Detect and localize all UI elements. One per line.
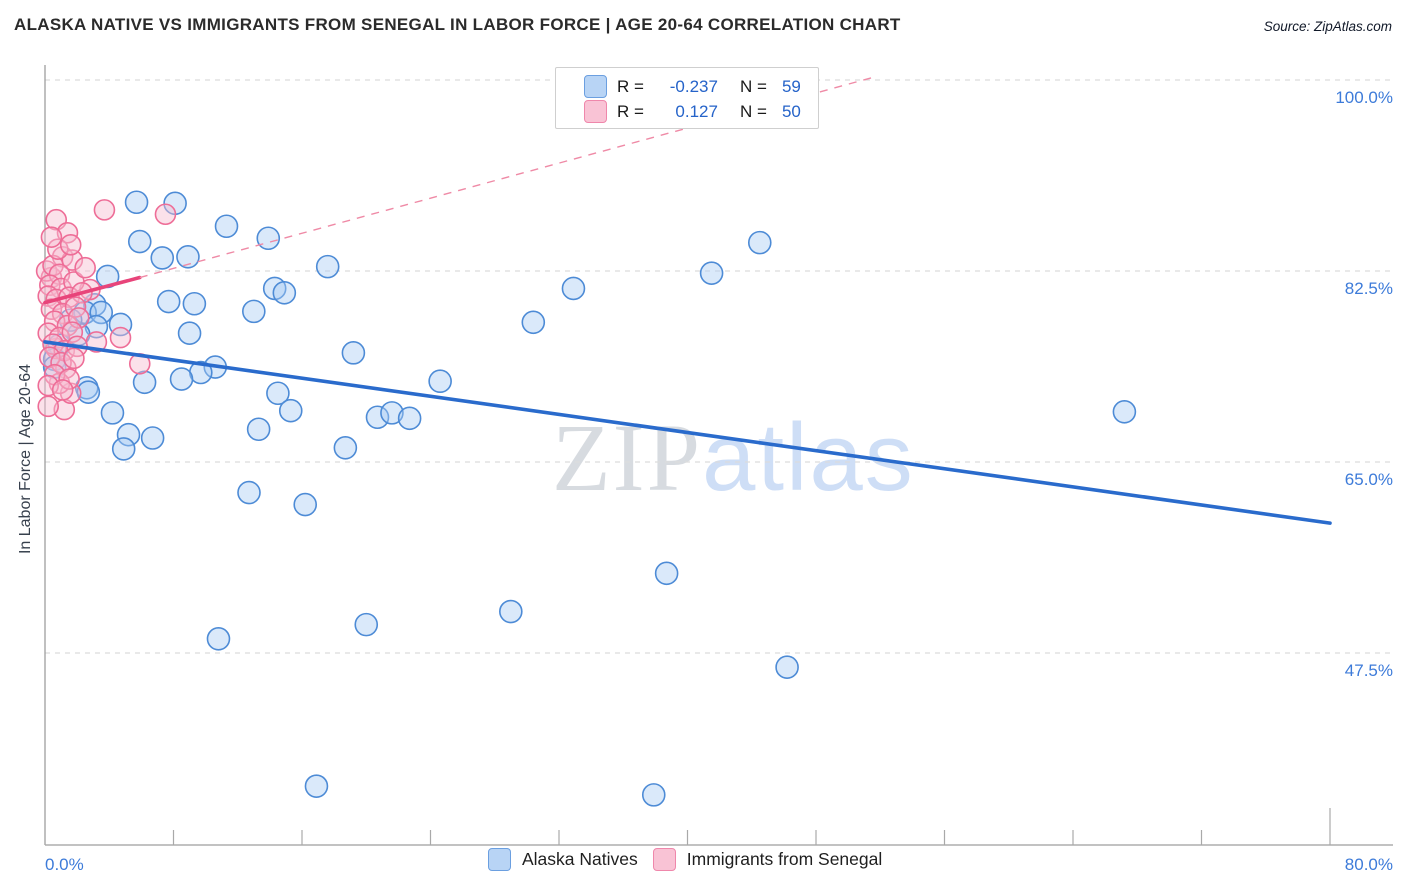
data-point-alaska xyxy=(242,299,266,324)
data-point-alaska xyxy=(127,229,152,254)
data-point-alaska xyxy=(111,437,136,461)
n-label: N = xyxy=(739,101,767,121)
page-title: ALASKA NATIVE VS IMMIGRANTS FROM SENEGAL… xyxy=(14,15,901,34)
legend-item-alaska-natives: Alaska Natives xyxy=(488,848,638,871)
data-point-senegal xyxy=(43,310,66,333)
x-tick-label-0: 0.0% xyxy=(45,855,84,874)
data-point-alaska xyxy=(132,370,157,395)
data-point-senegal xyxy=(63,347,85,370)
data-point-alaska xyxy=(521,310,546,335)
data-point-alaska xyxy=(272,281,297,305)
data-point-alaska xyxy=(428,369,452,394)
r-label: R = xyxy=(617,76,644,96)
data-point-alaska xyxy=(246,417,271,442)
data-point-senegal xyxy=(47,238,69,260)
r-value-senegal: 0.127 xyxy=(675,101,718,121)
data-point-senegal xyxy=(37,395,60,418)
data-point-alaska xyxy=(654,561,679,586)
senegal-swatch-icon xyxy=(652,848,676,871)
data-point-alaska xyxy=(214,214,239,239)
data-point-senegal xyxy=(40,226,63,248)
data-point-alaska xyxy=(775,655,799,679)
data-point-senegal xyxy=(59,234,82,256)
data-point-alaska xyxy=(124,190,149,215)
data-point-alaska xyxy=(140,426,165,450)
data-point-alaska xyxy=(699,261,724,285)
series-legend: Alaska Natives Immigrants from Senegal xyxy=(488,848,882,871)
data-point-alaska xyxy=(315,254,340,279)
data-point-alaska xyxy=(304,774,329,798)
data-point-senegal xyxy=(93,199,116,221)
legend-label: Immigrants from Senegal xyxy=(686,849,883,869)
data-point-alaska xyxy=(256,226,281,251)
data-point-alaska xyxy=(76,380,101,404)
data-point-alaska xyxy=(182,291,207,316)
data-point-alaska xyxy=(116,422,141,447)
data-point-alaska xyxy=(84,314,109,339)
r-label: R = xyxy=(617,101,644,121)
data-point-alaska xyxy=(641,783,666,807)
data-point-alaska xyxy=(561,276,586,301)
data-point-alaska xyxy=(380,401,404,425)
data-point-senegal xyxy=(51,379,74,401)
data-point-senegal xyxy=(51,302,74,325)
data-point-senegal xyxy=(61,321,84,343)
data-point-alaska xyxy=(206,627,231,651)
data-point-senegal xyxy=(109,326,132,349)
data-point-alaska xyxy=(397,406,422,431)
data-point-alaska xyxy=(177,321,202,346)
alaska-natives-swatch-icon xyxy=(584,75,607,98)
data-point-alaska xyxy=(150,246,175,270)
data-point-senegal xyxy=(74,256,96,279)
data-point-alaska xyxy=(89,300,114,325)
legend-row-senegal: R = 0.127 N = 50 xyxy=(584,99,818,124)
data-point-alaska xyxy=(176,245,200,269)
data-point-alaska xyxy=(354,612,379,637)
data-point-senegal xyxy=(154,203,177,226)
data-point-alaska xyxy=(156,289,181,314)
watermark-atlas: atlas xyxy=(702,404,915,511)
data-point-alaska xyxy=(499,599,523,624)
r-value-alaska: -0.237 xyxy=(669,76,718,96)
n-value-senegal: 50 xyxy=(781,101,801,121)
y-tick-label-82-5: 82.5% xyxy=(1344,279,1393,298)
y-tick-label-65: 65.0% xyxy=(1344,470,1393,489)
x-tick-label-80: 80.0% xyxy=(1344,855,1393,874)
legend-label: Alaska Natives xyxy=(522,849,638,869)
legend-row-alaska: R = -0.237 N = 59 xyxy=(584,74,818,99)
watermark-zip: ZIP xyxy=(552,404,702,511)
data-point-alaska xyxy=(293,492,318,517)
data-point-alaska xyxy=(169,367,194,391)
n-label: N = xyxy=(739,76,767,96)
zipatlas-watermark: ZIPatlas xyxy=(552,402,915,513)
data-point-alaska xyxy=(333,436,358,460)
data-point-alaska xyxy=(237,480,261,505)
data-point-alaska xyxy=(747,230,772,255)
y-tick-label-100: 100.0% xyxy=(1335,88,1393,107)
data-point-alaska xyxy=(266,381,290,406)
source-attribution: Source: ZipAtlas.com xyxy=(1263,19,1392,34)
data-point-alaska xyxy=(1112,399,1137,424)
n-value-alaska: 59 xyxy=(781,76,801,96)
data-point-senegal xyxy=(58,368,80,390)
data-point-alaska xyxy=(341,341,366,365)
senegal-swatch-icon xyxy=(584,100,607,123)
data-point-alaska xyxy=(365,405,390,430)
data-point-alaska xyxy=(278,398,303,423)
data-point-alaska xyxy=(100,401,125,425)
trend-line-senegal xyxy=(43,275,142,305)
alaska-natives-swatch-icon xyxy=(488,848,511,871)
correlation-legend: R = -0.237 N = 59 R = 0.127 N = 50 xyxy=(555,67,819,129)
y-tick-label-47-5: 47.5% xyxy=(1344,661,1393,680)
trend-line-alaska xyxy=(43,340,1332,525)
data-point-senegal xyxy=(39,346,61,369)
y-axis-title: In Labor Force | Age 20-64 xyxy=(17,363,34,555)
legend-item-immigrants-senegal: Immigrants from Senegal xyxy=(652,848,883,871)
